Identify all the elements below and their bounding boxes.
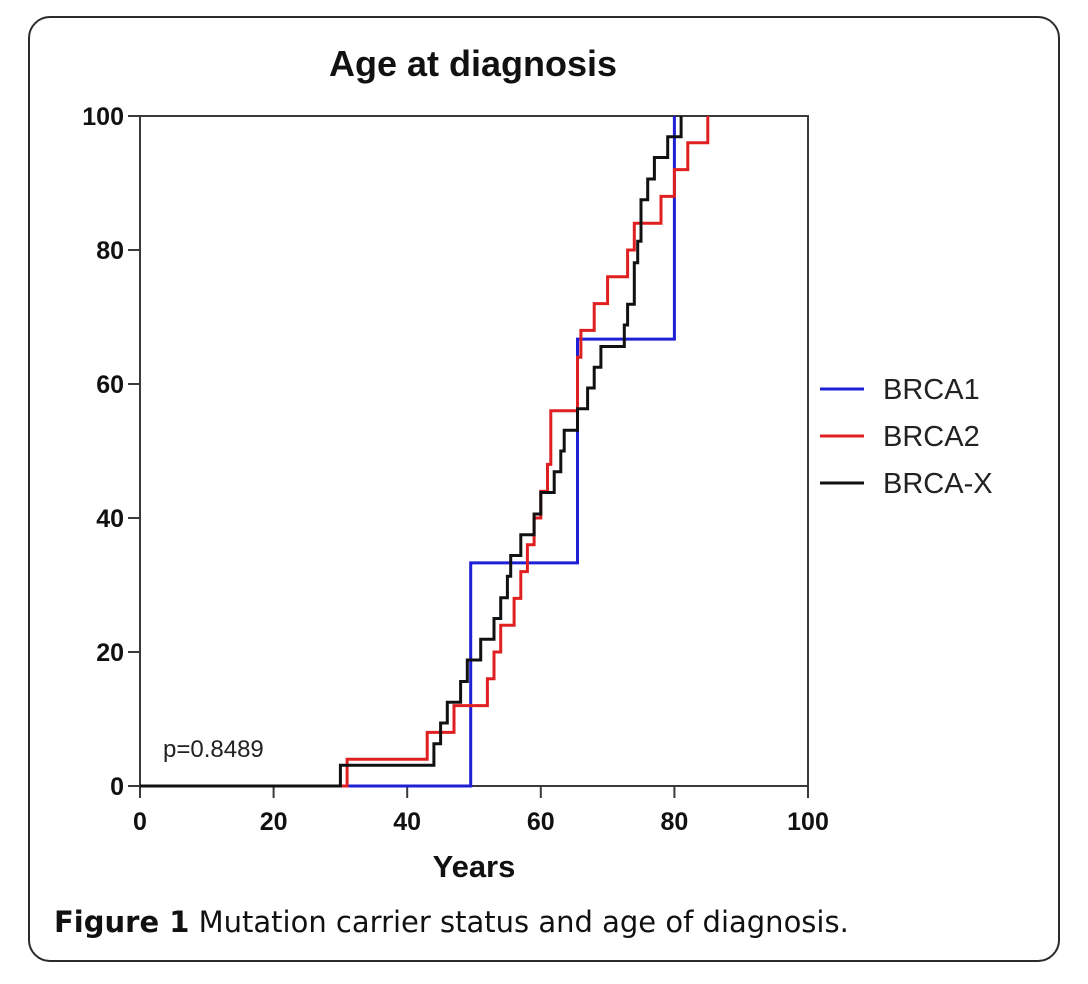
x-axis: 0 20 40 60 80 100 [133,785,829,836]
y-tick-label: 0 [110,773,124,801]
x-tick-label: 0 [133,808,147,836]
figure-caption-text: Mutation carrier status and age of diagn… [189,905,849,939]
chart-title: Age at diagnosis [329,43,617,84]
x-tick-label: 20 [260,808,288,836]
legend-label: BRCA1 [883,374,980,406]
figure-frame [28,16,1060,962]
chart: Age at diagnosis 0 20 40 60 80 100 0 20 40 60 80 1… [82,43,993,884]
x-axis-label: Years [433,849,516,884]
x-tick-label: 80 [660,808,688,836]
plot-area [139,115,809,787]
figure-caption: Figure 1 Mutation carrier status and age… [54,905,849,939]
legend-label: BRCA2 [883,421,980,453]
y-tick-label: 60 [96,371,124,399]
y-tick-label: 40 [96,505,124,533]
x-tick-label: 40 [393,808,421,836]
series-line-brca1 [140,116,676,788]
y-axis: 0 20 40 60 80 100 [82,103,141,801]
series-group [140,116,710,788]
legend: BRCA1 BRCA2 BRCA-X [820,374,993,500]
figure-label: Figure 1 [54,905,190,939]
series-line-brca2 [140,116,710,788]
x-tick-label: 60 [527,808,555,836]
y-tick-label: 100 [82,103,124,131]
legend-label: BRCA-X [883,468,993,500]
p-value-annotation: p=0.8489 [163,736,264,763]
y-tick-label: 20 [96,639,124,667]
series-line-brca-x [140,116,683,788]
x-tick-label: 100 [787,808,829,836]
y-tick-label: 80 [96,237,124,265]
